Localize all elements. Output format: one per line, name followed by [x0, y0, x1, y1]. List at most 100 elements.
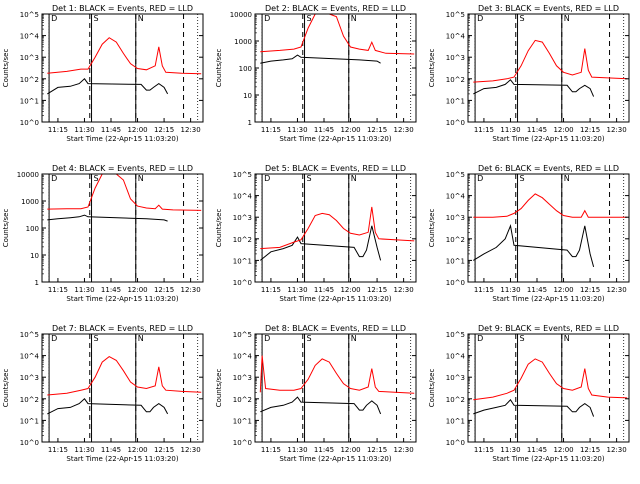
x-tick-label: 12:00	[553, 126, 573, 134]
y-tick-label: 100	[26, 225, 39, 233]
x-tick-label: 11:15	[261, 446, 281, 454]
x-tick-label: 12:30	[607, 286, 627, 294]
x-tick-label: 11:15	[474, 446, 494, 454]
y-tick-label: 10^2	[20, 76, 39, 84]
y-axis-label: Counts/sec	[428, 209, 436, 248]
detector-chart: D S N 10^0 10^1 10^2 10^3 10^4 10^5 11:15 11:30 11:…	[428, 164, 630, 303]
y-tick-label: 10^3	[233, 214, 252, 222]
x-tick-label: 11:45	[527, 286, 547, 294]
detector-chart: D S N 10^0 10^1 10^2 10^3 10^4 10^5 11:15 11:30 11:…	[428, 324, 630, 463]
series-line-lld	[47, 174, 202, 211]
y-tick-label: 10^5	[20, 11, 39, 19]
x-axis-label: Start Time (22-Apr-15 11:03:20)	[492, 135, 604, 143]
marker-label: N	[351, 334, 357, 343]
series-line-events	[473, 224, 595, 268]
marker-label: N	[138, 174, 144, 183]
x-tick-label: 12:00	[340, 126, 360, 134]
x-tick-label: 12:00	[553, 446, 573, 454]
detector-chart: D S N 10^0 10^1 10^2 10^3 10^4 10^5 11:15 11:30 11:…	[215, 324, 417, 463]
plot-frame	[254, 173, 417, 283]
detector-panel: D S N 10^0 10^1 10^2 10^3 10^4 10^5 11:15 11:30 11:…	[213, 320, 426, 484]
x-tick-label: 12:30	[394, 286, 414, 294]
x-tick-label: 11:45	[314, 446, 334, 454]
series-line-events	[47, 78, 169, 95]
y-tick-label: 10^3	[233, 374, 252, 382]
x-tick-label: 11:15	[261, 286, 281, 294]
x-tick-label: 12:15	[367, 446, 387, 454]
series-group	[473, 193, 628, 268]
series-group	[473, 39, 628, 97]
series-line-events	[47, 214, 168, 222]
series-line-lld	[473, 39, 628, 83]
detector-panel: D S N 1 10 100 1000 10000 11:15 11:30 11:45 12:00 12…	[0, 160, 213, 324]
y-tick-label: 10^0	[20, 119, 39, 127]
marker-label: D	[477, 334, 483, 343]
x-tick-label: 12:00	[340, 446, 360, 454]
chart-title: Det 3: BLACK = Events, RED = LLD	[478, 4, 619, 13]
plot-frame	[41, 173, 204, 283]
series-line-lld	[47, 37, 202, 75]
series-line-lld	[259, 355, 415, 394]
y-tick-label: 10^3	[446, 214, 465, 222]
y-tick-label: 10^2	[233, 236, 252, 244]
marker-label: N	[564, 14, 570, 23]
y-tick-label: 10^4	[446, 353, 466, 361]
x-tick-label: 12:30	[181, 286, 201, 294]
y-tick-label: 1	[35, 279, 39, 287]
y-axis-label: Counts/sec	[215, 49, 223, 88]
x-tick-label: 11:45	[101, 446, 121, 454]
x-tick-label: 12:00	[553, 286, 573, 294]
y-tick-label: 10^1	[446, 97, 465, 105]
y-tick-label: 10^5	[446, 171, 465, 179]
plot-frame	[467, 333, 630, 443]
x-tick-label: 11:30	[74, 446, 94, 454]
x-tick-label: 11:45	[314, 126, 334, 134]
x-tick-label: 11:15	[474, 126, 494, 134]
x-tick-label: 12:30	[394, 126, 414, 134]
y-tick-label: 10	[30, 252, 39, 260]
x-tick-label: 12:15	[367, 126, 387, 134]
detector-panel: D S N 10^0 10^1 10^2 10^3 10^4 10^5 11:15 11:30 11:…	[426, 160, 639, 324]
plot-frame	[254, 333, 417, 443]
marker-label: S	[307, 14, 312, 23]
x-tick-label: 12:15	[580, 286, 600, 294]
x-tick-label: 11:30	[500, 446, 520, 454]
y-tick-label: 10^3	[446, 374, 465, 382]
y-axis-label: Counts/sec	[428, 49, 436, 88]
detector-chart: D S N 10^0 10^1 10^2 10^3 10^4 10^5 11:15 11:30 11:…	[215, 164, 417, 303]
y-tick-label: 10^4	[233, 353, 253, 361]
y-tick-label: 10	[243, 92, 252, 100]
plot-frame	[41, 13, 204, 123]
y-tick-label: 10^4	[446, 33, 466, 41]
y-tick-label: 10^5	[233, 331, 252, 339]
y-tick-label: 10^0	[446, 279, 465, 287]
x-tick-label: 11:45	[101, 286, 121, 294]
x-axis-label: Start Time (22-Apr-15 11:03:20)	[492, 295, 604, 303]
marker-label: D	[51, 174, 57, 183]
x-tick-label: 11:30	[287, 446, 307, 454]
marker-label: D	[264, 334, 270, 343]
marker-label: S	[520, 334, 525, 343]
series-line-events	[260, 396, 382, 415]
y-tick-label: 10^3	[20, 54, 39, 62]
y-tick-label: 10^1	[20, 97, 39, 105]
marker-label: S	[94, 14, 99, 23]
y-tick-label: 100	[239, 65, 252, 73]
y-tick-label: 10^0	[446, 119, 465, 127]
series-line-lld	[473, 193, 628, 218]
marker-label: S	[94, 334, 99, 343]
x-tick-label: 12:30	[394, 446, 414, 454]
x-tick-label: 11:45	[101, 126, 121, 134]
y-tick-label: 10^0	[20, 439, 39, 447]
x-tick-label: 11:15	[474, 286, 494, 294]
x-tick-label: 11:45	[527, 446, 547, 454]
x-tick-label: 12:15	[580, 126, 600, 134]
x-tick-label: 11:15	[48, 446, 68, 454]
detector-chart: D S N 10^0 10^1 10^2 10^3 10^4 10^5 11:15 11:30 11:…	[2, 4, 204, 143]
x-tick-label: 12:15	[154, 126, 174, 134]
marker-label: N	[564, 174, 570, 183]
marker-label: N	[138, 14, 144, 23]
y-tick-label: 10^1	[446, 257, 465, 265]
y-axis-label: Counts/sec	[2, 209, 10, 248]
marker-label: N	[351, 14, 357, 23]
